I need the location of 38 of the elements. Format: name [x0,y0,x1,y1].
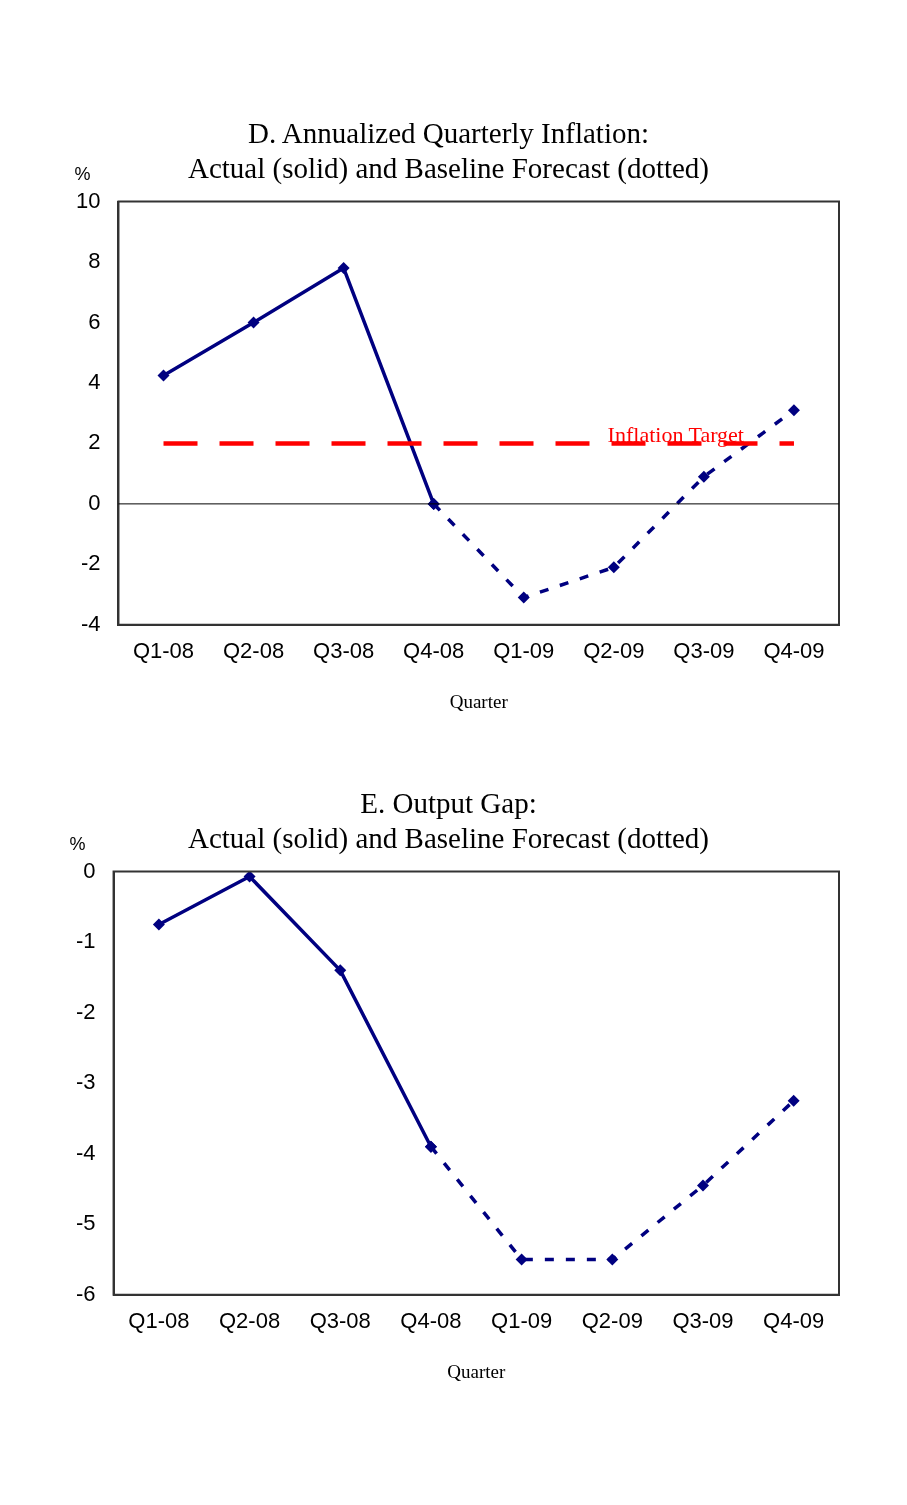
y-axis-title: % [74,163,91,184]
y-tick-label: -3 [76,1069,96,1095]
y-tick-label: 10 [75,187,101,213]
x-tick-label: Q1-09 [491,1308,553,1334]
x-tick-label: Q3-09 [672,1308,734,1334]
y-tick-label: 6 [88,308,101,334]
y-axis-title: % [69,833,86,854]
x-tick-label: Q2-09 [583,638,645,664]
y-tick-label: -1 [76,928,96,954]
x-tick-label: Q4-09 [763,1308,825,1334]
x-axis-title: Quarter [447,1360,506,1382]
y-tick-label: 0 [88,489,101,515]
x-axis-title: Quarter [449,690,509,712]
x-tick-label: Q1-08 [132,638,195,664]
chart-title: E. Output Gap: Actual (solid) and Baseline Forecast (dotted) [187,787,710,855]
x-tick-label: Q3-08 [313,638,375,664]
y-tick-label: 2 [88,429,101,455]
x-tick-label: Q2-09 [581,1308,643,1334]
y-tick-label: -2 [76,998,96,1024]
x-tick-label: Q3-08 [309,1308,371,1334]
y-tick-label: -5 [76,1210,96,1236]
x-tick-label: Q4-09 [763,638,825,664]
y-tick-label: 0 [83,857,96,883]
y-tick-label: -6 [76,1280,96,1306]
y-tick-label: -4 [80,610,101,636]
x-tick-label: Q3-09 [673,638,735,664]
y-tick-label: -4 [76,1139,96,1165]
x-tick-label: Q4-08 [400,1308,462,1334]
y-tick-label: 4 [88,369,101,395]
y-tick-label: 8 [88,248,101,274]
ref-line-label: Inflation Target [607,422,744,448]
chart-title: D. Annualized Quarterly Inflation: Actual (solid) and Baseline Forecast (dotted) [187,117,710,185]
x-tick-label: Q1-09 [493,638,555,664]
y-tick-label: -2 [80,550,101,576]
x-tick-label: Q2-08 [222,638,285,664]
x-tick-label: Q4-08 [403,638,465,664]
x-tick-label: Q1-08 [128,1308,190,1334]
x-tick-label: Q2-08 [219,1308,281,1334]
